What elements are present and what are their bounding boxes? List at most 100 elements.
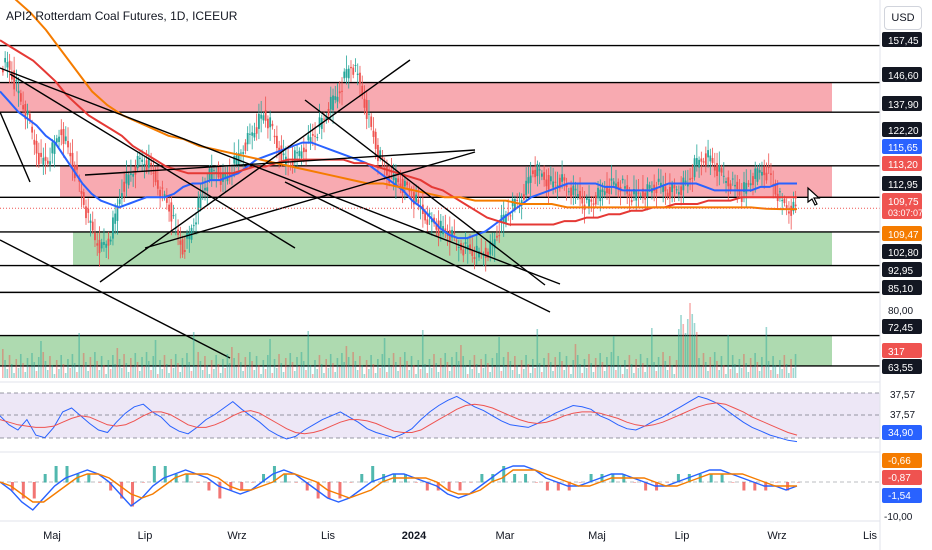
volume-bar <box>642 363 644 378</box>
volume-bar <box>235 367 238 378</box>
currency-button[interactable]: USD <box>884 6 922 30</box>
zone-green <box>0 335 832 366</box>
price-axis[interactable]: 150,00140,0080,00157,45146,60137,90122,2… <box>879 0 923 550</box>
candle-body <box>246 133 249 145</box>
candle-body <box>460 243 462 251</box>
macd-histogram-bar <box>633 482 637 483</box>
candle-body <box>82 192 85 205</box>
volume-bar <box>197 352 199 378</box>
volume-bar <box>338 367 341 378</box>
volume-bar <box>561 361 563 378</box>
volume-bar <box>740 368 743 378</box>
candle-body <box>251 132 254 136</box>
macd-histogram-bar <box>644 482 648 491</box>
volume-bar <box>40 341 42 378</box>
time-tick-label: Maj <box>588 530 606 542</box>
candle-body <box>28 113 31 121</box>
price-label: 115,65 <box>888 143 918 154</box>
volume-bar <box>754 353 756 378</box>
price-label-box <box>882 262 922 277</box>
candle-body <box>26 110 29 115</box>
volume-bar <box>725 374 727 378</box>
candle-body <box>779 191 781 193</box>
candle-body <box>722 175 725 177</box>
candle-body <box>552 181 555 188</box>
candle-body <box>67 140 69 148</box>
volume-bar <box>734 364 736 378</box>
rsi-panel[interactable]: 37,57 37,57 34,90 <box>0 381 922 443</box>
zone-red <box>0 82 832 113</box>
price-panel[interactable] <box>0 0 880 367</box>
candle-body <box>677 192 680 195</box>
candle-body <box>42 157 45 165</box>
candle-body <box>233 156 236 164</box>
volume-bar <box>199 361 202 378</box>
macd-histogram-bar <box>185 474 189 483</box>
volume-bar <box>192 332 195 378</box>
volume-bar <box>350 366 352 378</box>
volume-bar <box>529 373 532 378</box>
candle-body <box>8 60 11 70</box>
volume-bar <box>87 371 89 378</box>
macd-histogram-bar <box>218 482 222 499</box>
volume-bar <box>271 373 274 378</box>
volume-bar <box>770 370 772 378</box>
volume-bar <box>442 367 444 378</box>
volume-bar <box>24 372 27 378</box>
volume-bar <box>507 352 509 378</box>
volume-bar <box>141 357 143 378</box>
volume-bar <box>668 356 671 378</box>
volume-bar <box>792 368 795 378</box>
candle-body <box>224 173 227 179</box>
candle-body <box>576 193 579 197</box>
volume-bar <box>558 352 561 378</box>
macd-panel[interactable]: -0,66 -0,87 -1,54 -10,00 <box>0 451 922 523</box>
candle-body <box>534 169 537 178</box>
candle-body <box>132 173 135 177</box>
candle-body <box>428 212 431 215</box>
candle-body <box>689 178 692 180</box>
volume-bar <box>736 373 738 378</box>
volume-bar <box>390 367 393 378</box>
volume-bar <box>293 371 296 378</box>
volume-bar <box>534 368 536 378</box>
rsi-tick-label: 37,57 <box>890 390 915 401</box>
volume-bar <box>563 370 566 378</box>
candle-body <box>475 245 478 252</box>
candle-body <box>141 159 144 162</box>
volume-bar <box>96 361 98 378</box>
candle-body <box>264 110 267 121</box>
volume-bar <box>615 370 617 378</box>
volume-bar <box>116 348 119 378</box>
candle-body <box>572 185 575 195</box>
candle-body <box>338 91 341 94</box>
volume-bar <box>94 352 96 378</box>
volume-bar <box>309 365 312 378</box>
volume-bar <box>448 371 451 378</box>
candle-body <box>341 90 343 92</box>
macd-histogram-bar <box>491 474 495 483</box>
candle-body <box>563 177 566 181</box>
candle-body <box>453 233 456 235</box>
volume-bar <box>208 374 211 378</box>
volume-bar <box>112 355 114 378</box>
candle-body <box>770 173 772 175</box>
volume-bar <box>639 354 642 378</box>
volume-bar <box>401 366 404 378</box>
price-label-box <box>882 319 922 334</box>
volume-bar <box>437 372 440 378</box>
volume-bar <box>567 365 570 378</box>
volume-bar <box>85 362 87 378</box>
volume-bar <box>731 355 734 378</box>
macd-histogram-bar <box>294 482 298 483</box>
candle-body <box>549 176 552 182</box>
macd-histogram-bar <box>469 482 473 483</box>
volume-bar <box>628 355 631 378</box>
volume-bar <box>168 373 170 378</box>
time-axis[interactable]: Maj Lip Wrz Lis 2024 Mar Maj Lip Wrz Lis <box>0 520 880 542</box>
volume-bar <box>619 365 622 378</box>
volume-bar <box>311 374 314 378</box>
candle-body <box>538 169 541 171</box>
volume-bar <box>536 329 539 378</box>
